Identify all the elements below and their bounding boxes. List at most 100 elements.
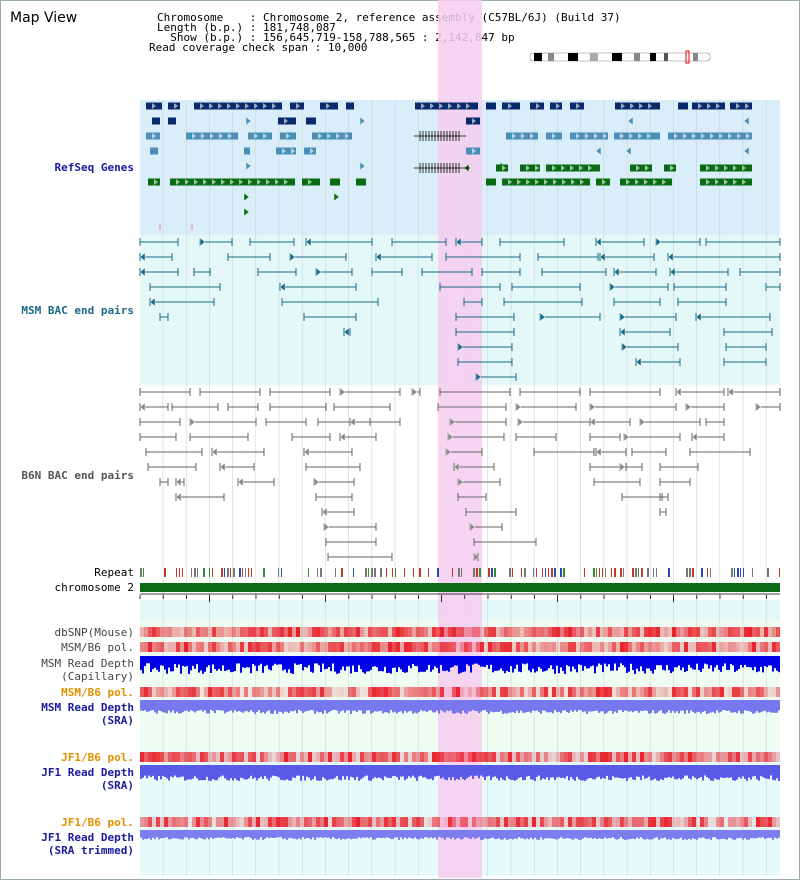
msm-depth-sra-bar: [326, 700, 328, 714]
msm-depth-sra-bar: [226, 700, 228, 712]
refseq-gene-steel: [312, 132, 352, 140]
gene-arrow: [472, 148, 476, 154]
jf1-b6-pol-heat-2: [680, 817, 684, 827]
gene-arrow: [724, 165, 728, 171]
gene-marker: [613, 267, 620, 277]
jf1-depth-trimmed-bar: [314, 830, 316, 840]
ideogram-marker: [685, 50, 690, 64]
msm-depth-capillary-bar: [490, 656, 492, 665]
jf1-depth-trimmed-bar: [748, 830, 750, 840]
jf1-depth-trimmed-bar: [184, 830, 186, 838]
dbsnp-heat: [556, 627, 560, 637]
jf1-depth-trimmed-bar: [690, 830, 692, 840]
jf1-depth-sra-bar: [620, 765, 622, 779]
refseq-gene-green: [330, 178, 340, 186]
msm-depth-capillary-bar: [734, 656, 736, 673]
msm-b6-pol-heat: [436, 642, 440, 652]
msm-depth-sra-bar: [726, 700, 728, 711]
jf1-depth-sra-bar: [544, 765, 546, 780]
msm-b6-pol-heat-2: [504, 687, 508, 697]
jf1-b6-pol-heat: [508, 752, 512, 762]
msm-depth-capillary-bar: [356, 656, 358, 673]
msm-b6-pol-heat: [540, 642, 544, 652]
gene-marker: [675, 387, 682, 397]
jf1-depth-sra-bar: [560, 765, 562, 779]
msm-b6-pol-heat: [716, 642, 720, 652]
jf1-b6-pol-heat-2: [176, 817, 180, 827]
jf1-depth-sra-bar: [548, 765, 550, 781]
msm-b6-pol-heat: [496, 642, 500, 652]
gene-arrow: [715, 165, 719, 171]
jf1-depth-sra-bar: [588, 765, 590, 779]
jf1-depth-sra-bar: [342, 765, 344, 777]
jf1-b6-pol-heat: [172, 752, 176, 762]
jf1-b6-pol-heat-2: [396, 817, 400, 827]
msm-b6-pol-heat: [248, 642, 252, 652]
jf1-b6-pol-heat-2: [672, 817, 676, 827]
gene-arrow: [512, 133, 516, 139]
msm-depth-capillary-bar: [188, 656, 190, 674]
msm-depth-capillary-bar: [740, 656, 742, 665]
gene-marker: [303, 447, 310, 457]
gene-arrow: [210, 133, 214, 139]
jf1-depth-trimmed-bar: [424, 830, 426, 838]
msm-depth-capillary-bar: [296, 656, 298, 665]
msm-b6-pol-heat: [160, 642, 164, 652]
msm-depth-sra-bar: [202, 700, 204, 712]
repeat-mark: [251, 568, 252, 577]
msm-depth-sra-bar: [256, 700, 258, 713]
jf1-depth-trimmed-bar: [312, 830, 314, 838]
msm-depth-sra-bar: [300, 700, 302, 711]
jf1-depth-sra-bar: [438, 765, 440, 776]
msm-depth-sra-bar: [160, 700, 162, 712]
msm-b6-pol-heat-2: [440, 687, 444, 697]
jf1-b6-pol-heat-2: [328, 817, 332, 827]
jf1-b6-pol-heat: [484, 752, 488, 762]
repeat-mark: [233, 568, 235, 577]
jf1-b6-pol-heat: [768, 752, 772, 762]
jf1-depth-trimmed-bar: [220, 830, 222, 838]
jf1-depth-trimmed-bar: [484, 830, 486, 839]
gene-arrow: [284, 118, 288, 124]
msm-depth-sra-bar: [618, 700, 620, 710]
jf1-depth-trimmed-bar: [672, 830, 674, 838]
jf1-b6-pol-heat: [404, 752, 408, 762]
dbsnp-heat: [592, 627, 596, 637]
repeat-mark: [767, 568, 769, 577]
jf1-b6-pol-heat: [520, 752, 524, 762]
msm-b6-pol-heat-2: [492, 687, 496, 697]
msm-b6-pol-heat-2: [344, 687, 348, 697]
jf1-depth-trimmed-bar: [254, 830, 256, 839]
msm-depth-sra-bar: [670, 700, 672, 713]
msm-b6-pol-heat: [260, 642, 264, 652]
msm-b6-pol-heat: [608, 642, 612, 652]
dbsnp-heat: [644, 627, 648, 637]
msm-depth-capillary-bar: [752, 656, 754, 671]
msm-depth-capillary-bar: [172, 656, 174, 672]
msm-b6-pol-heat-2: [520, 687, 524, 697]
dbsnp-heat: [292, 627, 296, 637]
gene-arrow: [576, 103, 580, 109]
msm-b6-pol-heat: [308, 642, 312, 652]
repeat-mark: [602, 568, 603, 577]
msm-depth-sra-bar: [422, 700, 424, 712]
jf1-depth-sra-bar: [188, 765, 190, 780]
msm-b6-pol-heat-2: [400, 687, 404, 697]
jf1-depth-trimmed-bar: [504, 830, 506, 839]
repeat-mark: [197, 568, 198, 577]
msm-b6-pol-heat: [532, 642, 536, 652]
jf1-b6-pol-heat: [536, 752, 540, 762]
jf1-depth-trimmed-bar: [778, 830, 780, 838]
repeat-mark: [380, 568, 382, 577]
msm-depth-sra-bar: [424, 700, 426, 711]
jf1-b6-pol-heat-2: [452, 817, 456, 827]
msm-b6-pol-heat-2: [184, 687, 188, 697]
msm-b6-pol-heat: [660, 642, 664, 652]
dbsnp-heat: [668, 627, 672, 637]
msm-b6-pol-heat-2: [456, 687, 460, 697]
gene-arrow: [254, 103, 258, 109]
dbsnp-heat: [236, 627, 240, 637]
jf1-b6-pol-heat: [248, 752, 252, 762]
dbsnp-heat: [216, 627, 220, 637]
